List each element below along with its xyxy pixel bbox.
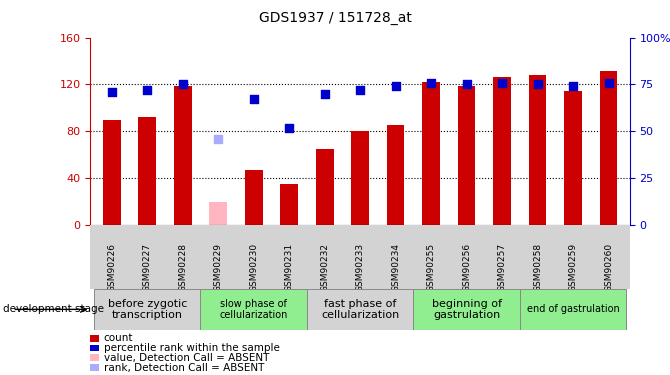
Bar xyxy=(245,170,263,225)
Point xyxy=(178,81,188,87)
Bar xyxy=(209,202,227,225)
Point xyxy=(249,96,259,102)
Bar xyxy=(564,92,582,225)
Text: GDS1937 / 151728_at: GDS1937 / 151728_at xyxy=(259,11,411,25)
Bar xyxy=(103,120,121,225)
Point xyxy=(603,80,614,86)
Point xyxy=(532,81,543,87)
Point xyxy=(496,80,507,86)
Text: percentile rank within the sample: percentile rank within the sample xyxy=(104,343,280,353)
Text: fast phase of
cellularization: fast phase of cellularization xyxy=(321,298,399,320)
Bar xyxy=(387,125,405,225)
Bar xyxy=(307,289,413,330)
Bar xyxy=(422,82,440,225)
Bar xyxy=(138,117,156,225)
Point xyxy=(107,89,117,95)
Point xyxy=(320,91,330,97)
Text: count: count xyxy=(104,333,133,343)
Point xyxy=(284,124,295,130)
Point xyxy=(461,81,472,87)
Bar xyxy=(520,289,626,330)
Bar xyxy=(458,86,476,225)
Text: rank, Detection Call = ABSENT: rank, Detection Call = ABSENT xyxy=(104,363,264,372)
Bar xyxy=(493,77,511,225)
Point xyxy=(390,83,401,89)
Bar xyxy=(94,289,200,330)
Text: development stage: development stage xyxy=(3,304,105,314)
Text: before zygotic
transcription: before zygotic transcription xyxy=(108,298,187,320)
Text: end of gastrulation: end of gastrulation xyxy=(527,304,619,314)
Text: slow phase of
cellularization: slow phase of cellularization xyxy=(220,298,288,320)
Point xyxy=(425,80,436,86)
Bar xyxy=(200,289,307,330)
Text: value, Detection Call = ABSENT: value, Detection Call = ABSENT xyxy=(104,353,269,363)
Point xyxy=(567,83,578,89)
Bar xyxy=(316,149,334,225)
Bar xyxy=(413,289,520,330)
Point xyxy=(213,136,224,142)
Point xyxy=(355,87,366,93)
Bar xyxy=(174,86,192,225)
Bar xyxy=(600,72,617,225)
Text: beginning of
gastrulation: beginning of gastrulation xyxy=(431,298,502,320)
Bar xyxy=(280,184,298,225)
Bar xyxy=(351,131,369,225)
Point xyxy=(142,87,153,93)
Bar xyxy=(529,75,547,225)
